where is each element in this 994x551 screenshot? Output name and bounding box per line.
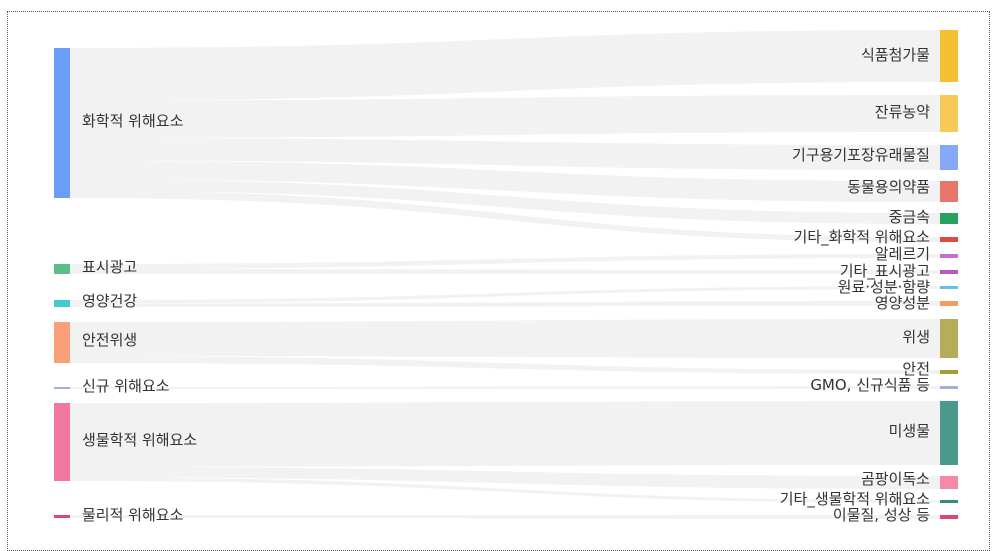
target-node[interactable] xyxy=(940,270,958,274)
target-label: 잔류농약 xyxy=(875,103,930,121)
source-node[interactable] xyxy=(54,403,70,481)
sankey-link[interactable] xyxy=(70,301,940,307)
target-label: 기타_표시광고 xyxy=(840,262,930,281)
sankey-link[interactable] xyxy=(70,190,940,243)
source-label: 생물학적 위해요소 xyxy=(82,431,197,449)
target-node[interactable] xyxy=(940,401,958,465)
target-node[interactable] xyxy=(940,319,958,358)
target-node[interactable] xyxy=(940,370,958,374)
target-label: 미생물 xyxy=(889,422,930,440)
sankey-link[interactable] xyxy=(70,386,940,389)
sankey-link[interactable] xyxy=(70,30,940,101)
target-label: 위생 xyxy=(902,328,930,346)
source-label: 신규 위해요소 xyxy=(82,377,170,395)
source-label: 표시광고 xyxy=(82,258,137,276)
target-node[interactable] xyxy=(940,30,958,82)
target-node[interactable] xyxy=(940,476,958,489)
source-node[interactable] xyxy=(54,387,70,389)
target-label: 알레르기 xyxy=(875,245,930,263)
target-label: 식품첨가물 xyxy=(861,46,930,64)
sankey-link[interactable] xyxy=(70,401,940,467)
source-node[interactable] xyxy=(54,300,70,307)
target-label: 중금속 xyxy=(889,208,931,226)
target-node[interactable] xyxy=(940,500,958,503)
sankey-link[interactable] xyxy=(70,286,940,304)
target-label: 곰팡이독소 xyxy=(861,470,930,488)
sankey-link[interactable] xyxy=(70,515,940,519)
sankey-link[interactable] xyxy=(70,477,940,503)
target-node[interactable] xyxy=(940,515,958,519)
target-node[interactable] xyxy=(940,386,958,389)
sankey-link[interactable] xyxy=(70,254,940,269)
source-label: 화학적 위해요소 xyxy=(82,112,184,130)
source-node[interactable] xyxy=(54,264,70,274)
source-node[interactable] xyxy=(54,515,70,518)
target-node[interactable] xyxy=(940,181,958,202)
target-label: GMO, 신규식품 등 xyxy=(810,376,930,394)
target-node[interactable] xyxy=(940,237,958,242)
source-label: 물리적 위해요소 xyxy=(82,506,184,524)
sankey-nodes xyxy=(54,30,958,519)
target-label: 기구용기포장유래물질 xyxy=(792,146,930,164)
sankey-link[interactable] xyxy=(70,319,940,358)
target-label: 기타_생물학적 위해요소 xyxy=(780,490,930,509)
source-label: 안전위생 xyxy=(82,331,137,349)
sankey-link[interactable] xyxy=(70,95,940,138)
sankey-link[interactable] xyxy=(70,269,940,274)
target-node[interactable] xyxy=(940,145,958,170)
target-label: 동물용의약품 xyxy=(847,178,930,196)
target-node[interactable] xyxy=(940,286,958,289)
sankey-links xyxy=(70,30,940,519)
source-node[interactable] xyxy=(54,322,70,363)
target-node[interactable] xyxy=(940,213,958,224)
target-node[interactable] xyxy=(940,301,958,306)
sankey-link[interactable] xyxy=(70,138,940,170)
source-label: 영양건강 xyxy=(82,292,137,310)
target-label: 원료·성분·함량 xyxy=(838,278,931,296)
sankey-link[interactable] xyxy=(70,356,940,374)
sankey-link[interactable] xyxy=(70,160,940,203)
target-label: 이물질, 성상 등 xyxy=(833,506,930,524)
target-label: 기타_화학적 위해요소 xyxy=(794,228,931,247)
source-node[interactable] xyxy=(54,48,70,198)
target-label: 영양성분 xyxy=(875,294,930,312)
sankey-link[interactable] xyxy=(70,179,940,224)
target-node[interactable] xyxy=(940,254,958,258)
target-label: 안전 xyxy=(902,360,930,378)
target-node[interactable] xyxy=(940,95,958,132)
sankey-link[interactable] xyxy=(70,466,940,489)
